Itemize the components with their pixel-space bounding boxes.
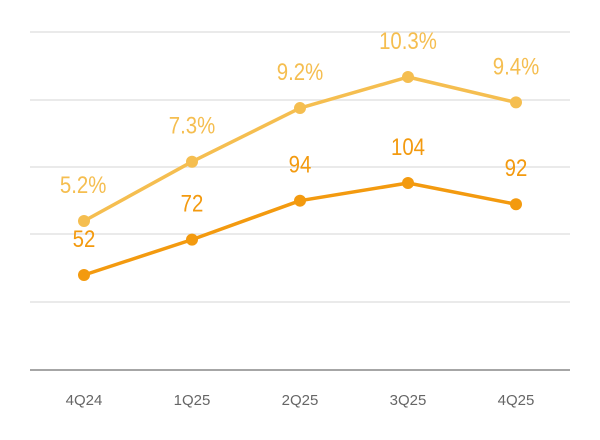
data-label: 72 xyxy=(181,190,204,217)
x-tick-label: 4Q25 xyxy=(498,392,535,409)
data-point xyxy=(78,215,90,227)
x-tick-label: 4Q24 xyxy=(66,392,103,409)
data-point xyxy=(510,198,522,211)
data-point xyxy=(510,96,522,109)
data-point xyxy=(294,194,306,207)
data-label: 52 xyxy=(73,225,96,252)
data-point xyxy=(186,233,198,246)
data-point xyxy=(402,71,414,83)
x-tick-label: 1Q25 xyxy=(174,392,211,409)
data-point xyxy=(78,269,90,281)
data-label: 7.3% xyxy=(169,112,215,139)
data-label: 104 xyxy=(391,133,425,160)
data-label: 92 xyxy=(505,155,528,182)
data-point xyxy=(402,177,414,189)
data-label: 10.3% xyxy=(379,27,437,54)
data-point xyxy=(294,102,306,115)
data-label: 94 xyxy=(289,151,312,178)
data-point xyxy=(186,155,198,168)
x-tick-label: 2Q25 xyxy=(282,392,319,409)
x-tick-label: 3Q25 xyxy=(390,392,427,409)
data-label: 9.2% xyxy=(277,59,323,86)
data-label: 5.2% xyxy=(60,171,106,198)
data-label: 9.4% xyxy=(493,53,539,80)
